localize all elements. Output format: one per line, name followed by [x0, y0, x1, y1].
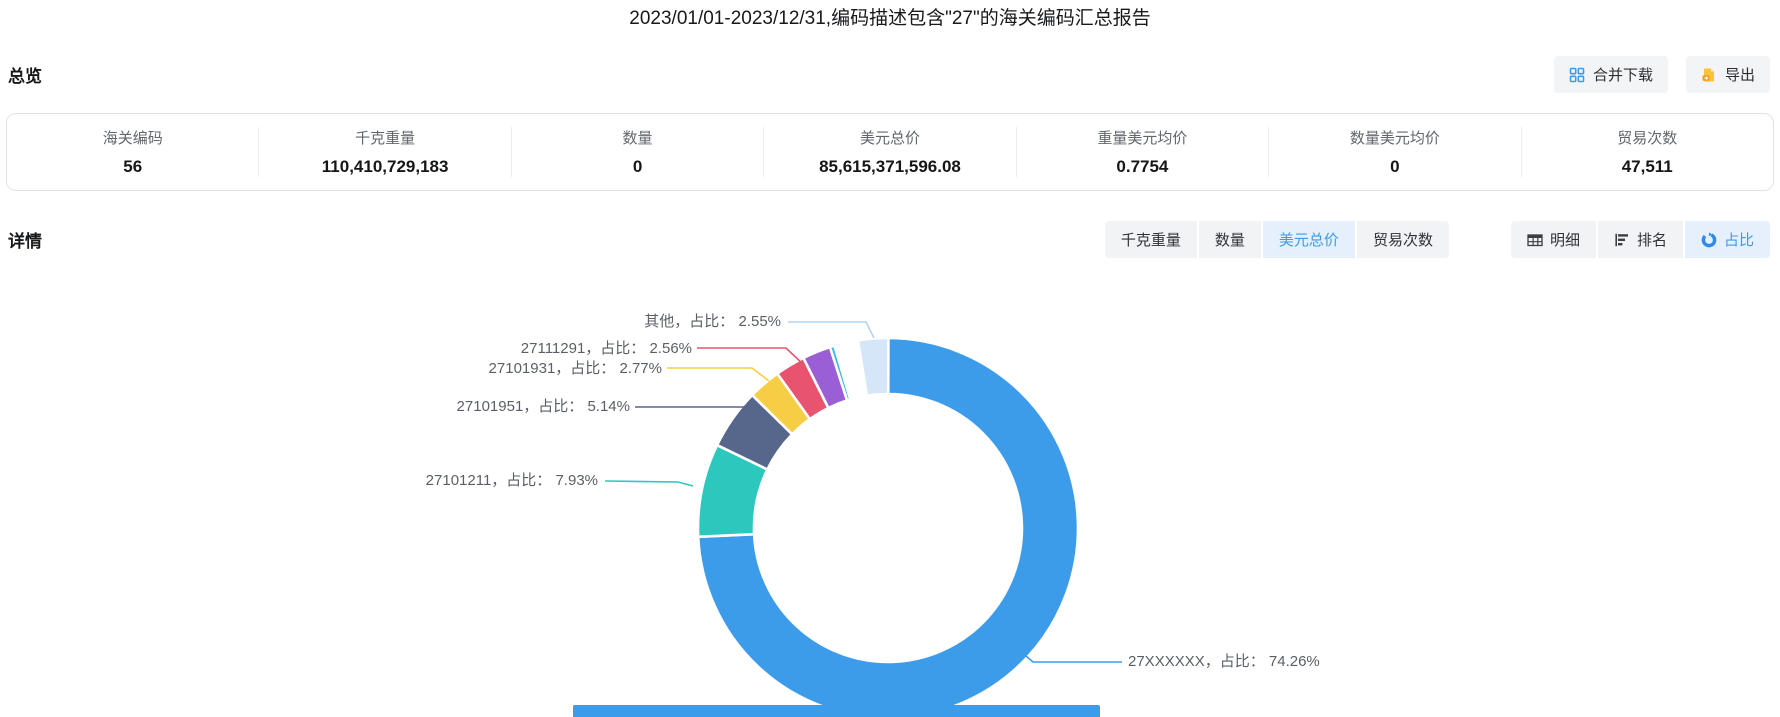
- donut-chart-svg: [604, 321, 1122, 717]
- stat-usd-per-weight: 重量美元均价 0.7754: [1015, 127, 1268, 177]
- leader-line-27101211: [604, 480, 694, 487]
- overview-header: 总览 合并下载: [0, 56, 1780, 93]
- donut-segment-27XXXXXX[interactable]: [696, 336, 1080, 717]
- table-icon: [1527, 232, 1543, 248]
- leader-line-27xxxxxx: [1018, 649, 1122, 663]
- merge-grid-icon: [1569, 67, 1585, 83]
- stat-trade-count: 贸易次数 47,511: [1520, 127, 1773, 177]
- export-doc-icon: [1701, 67, 1717, 83]
- merge-download-label: 合并下载: [1592, 67, 1653, 84]
- details-controls: 千克重量 数量 美元总价 贸易次数: [1104, 221, 1770, 258]
- leader-line-27101951: [635, 406, 758, 418]
- callout-other: 其他，占比： 2.55%: [644, 313, 781, 330]
- callout-27101931: 27101931，占比： 2.77%: [488, 360, 662, 377]
- callout-27111291: 27111291，占比： 2.56%: [520, 340, 692, 357]
- export-button[interactable]: 导出: [1685, 56, 1770, 93]
- export-label: 导出: [1724, 67, 1755, 84]
- stat-usd-total: 美元总价 85,615,371,596.08: [763, 127, 1015, 177]
- ranking-icon: [1614, 232, 1630, 248]
- leader-line-27111291: [697, 347, 806, 367]
- overview-actions: 合并下载 导出: [1553, 56, 1770, 93]
- tab-quantity[interactable]: 数量: [1198, 221, 1261, 258]
- stat-usd-per-quantity: 数量美元均价 0: [1268, 127, 1520, 177]
- overview-heading: 总览: [8, 67, 42, 86]
- page-title: 2023/01/01-2023/12/31,编码描述包含"27"的海关编码汇总报…: [629, 8, 1151, 29]
- callout-lines: [604, 321, 1122, 663]
- leader-line-27101931: [667, 367, 770, 382]
- stat-kg-weight: 千克重量 110,410,729,183: [258, 127, 510, 177]
- tab-kg-weight[interactable]: 千克重量: [1104, 221, 1197, 258]
- stat-quantity: 数量 0: [510, 127, 763, 177]
- tab-ranking-view[interactable]: 排名: [1597, 221, 1683, 258]
- view-tab-group: 明细 排名: [1510, 221, 1770, 258]
- donut-icon: [1701, 231, 1717, 248]
- metric-tab-group: 千克重量 数量 美元总价 贸易次数: [1104, 221, 1449, 258]
- donut-segments: [696, 336, 1080, 717]
- tab-detail-view[interactable]: 明细: [1510, 221, 1596, 258]
- callout-27101211: 27101211，占比： 7.93%: [425, 472, 598, 489]
- tab-share-view[interactable]: 占比: [1684, 221, 1770, 258]
- leader-line-other: [788, 321, 875, 339]
- donut-segment-其他[interactable]: [856, 336, 890, 398]
- donut-chart: 其他，占比： 2.55% 27111291，占比： 2.56% 27101931…: [0, 270, 1780, 717]
- details-heading: 详情: [8, 232, 42, 251]
- clipped-blue-bar: [573, 705, 1100, 717]
- tab-trade-count[interactable]: 贸易次数: [1356, 221, 1449, 258]
- details-header: 详情 千克重量 数量 美元总价 贸易次数: [0, 221, 1780, 258]
- overview-stats-card: 海关编码 56 千克重量 110,410,729,183 数量 0 美元总价 8…: [6, 113, 1774, 191]
- merge-download-button[interactable]: 合并下载: [1553, 56, 1668, 93]
- callout-27101951: 27101951，占比： 5.14%: [456, 398, 630, 415]
- callout-27xxxxxx: 27XXXXXX，占比： 74.26%: [1128, 653, 1320, 670]
- tab-usd-total[interactable]: 美元总价: [1262, 221, 1355, 258]
- stat-customs-code: 海关编码 56: [102, 130, 163, 176]
